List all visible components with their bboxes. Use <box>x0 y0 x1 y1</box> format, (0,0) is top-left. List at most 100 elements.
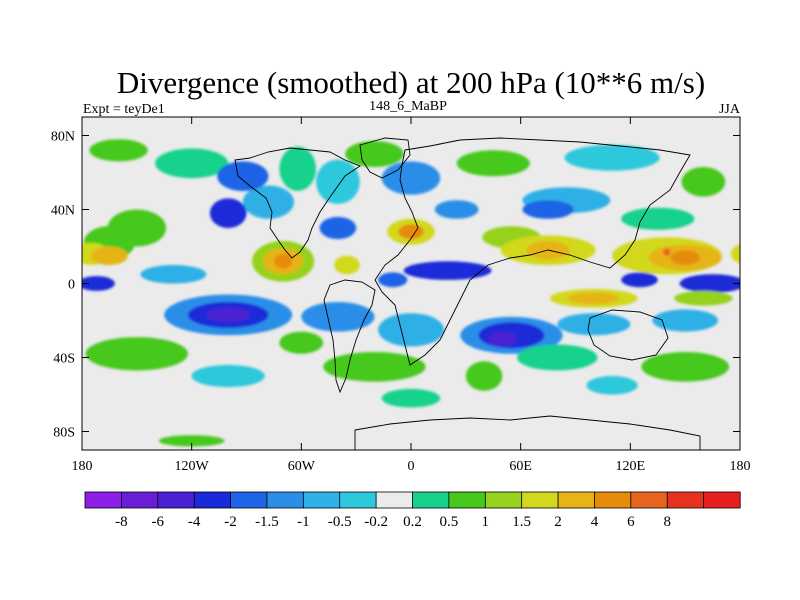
divergence-region <box>85 337 188 371</box>
divergence-region <box>378 313 444 347</box>
divergence-region <box>345 141 404 167</box>
divergence-region <box>91 246 128 266</box>
colorbar-swatch <box>84 491 122 509</box>
subtitle-left: Expt = teyDe1 <box>83 102 165 117</box>
divergence-region <box>217 161 269 191</box>
divergence-region <box>334 255 360 275</box>
colorbar-label: 4 <box>591 514 599 530</box>
coastline-antarctica <box>354 415 701 450</box>
colorbar-swatch <box>484 491 523 509</box>
divergence-region <box>487 331 517 347</box>
divergence-region <box>279 146 317 191</box>
divergence-region <box>465 361 503 391</box>
colorbar-label: 1 <box>482 514 490 530</box>
colorbar-swatch <box>630 491 668 509</box>
divergence-region <box>663 248 671 256</box>
divergence-region <box>674 290 733 306</box>
x-tick-label: 120W <box>175 459 210 474</box>
divergence-region <box>522 200 574 219</box>
divergence-region <box>403 261 492 280</box>
colorbar: -8 -6 -4 -2 -1.5 -1 -0.5 -0.2 0.2 0.5 1 1.5 2 4 6 8 <box>84 491 741 530</box>
x-tick-label: 120E <box>616 459 646 474</box>
subtitle-right: JJA <box>719 102 741 117</box>
divergence-region <box>323 352 426 382</box>
divergence-region <box>621 272 658 288</box>
colorbar-swatch <box>594 491 632 509</box>
divergence-field <box>82 139 740 447</box>
divergence-region <box>641 352 730 382</box>
colorbar-swatch <box>557 491 596 509</box>
colorbar-swatch <box>157 491 195 509</box>
divergence-region <box>568 292 620 304</box>
colorbar-label: 2 <box>554 514 562 530</box>
divergence-region <box>652 309 719 332</box>
colorbar-swatch <box>412 491 450 509</box>
coastline-north-america <box>234 147 361 259</box>
colorbar-swatch <box>521 491 559 509</box>
colorbar-swatch <box>230 491 268 509</box>
divergence-region <box>586 376 638 395</box>
chart-title: Divergence (smoothed) at 200 hPa (10**6 … <box>117 65 705 100</box>
colorbar-swatch <box>302 491 341 509</box>
divergence-region <box>681 167 726 197</box>
divergence-region <box>82 276 115 291</box>
divergence-region <box>89 139 148 162</box>
colorbar-label: 0.5 <box>440 514 459 530</box>
colorbar-label: -2 <box>224 514 237 530</box>
divergence-region <box>381 388 441 408</box>
divergence-region <box>158 435 225 447</box>
divergence-region <box>517 344 598 371</box>
colorbar-label: 8 <box>663 514 671 530</box>
divergence-region <box>274 253 293 269</box>
divergence-region <box>82 278 88 289</box>
divergence-region <box>209 198 247 228</box>
divergence-region <box>242 185 294 219</box>
divergence-region <box>557 313 631 336</box>
x-tick-label: 60E <box>509 459 532 474</box>
divergence-region <box>140 265 207 284</box>
divergence-region <box>730 244 740 264</box>
axis-ticks: 180 120W 60W 0 60E 120E 180 80N 40N 0 40S 80S <box>51 117 751 474</box>
divergence-region <box>621 207 695 230</box>
colorbar-label: -0.2 <box>364 514 388 530</box>
divergence-region <box>206 307 251 323</box>
colorbar-label: -0.5 <box>328 514 352 530</box>
coastline-greenland <box>359 137 411 179</box>
colorbar-swatch <box>266 491 304 509</box>
divergence-region <box>301 302 375 332</box>
colorbar-swatch <box>120 491 159 509</box>
subtitle-center: 148_6_MaBP <box>369 99 447 114</box>
divergence-region <box>736 279 740 288</box>
y-tick-label: 80N <box>51 130 75 145</box>
divergence-region <box>316 159 360 204</box>
colorbar-swatch <box>666 491 705 509</box>
divergence-region <box>378 272 408 288</box>
coastline-south-america <box>323 279 376 394</box>
x-tick-label: 0 <box>408 459 415 474</box>
x-tick-label: 180 <box>730 459 751 474</box>
x-tick-label: 180 <box>72 459 93 474</box>
colorbar-swatch <box>339 491 377 509</box>
colorbar-label: -4 <box>188 514 201 530</box>
colorbar-label: -1.5 <box>255 514 279 530</box>
coastline-eurasia-africa <box>374 137 691 366</box>
colorbar-swatch <box>193 491 232 509</box>
coastline-australia <box>587 309 669 361</box>
x-tick-label: 60W <box>288 459 316 474</box>
colorbar-swatch <box>375 491 414 509</box>
divergence-region <box>381 161 441 195</box>
divergence-region <box>434 200 479 219</box>
divergence-region <box>679 274 740 293</box>
colorbar-label: 0.2 <box>403 514 422 530</box>
divergence-region <box>191 364 265 388</box>
colorbar-label: -6 <box>152 514 165 530</box>
y-tick-label: 80S <box>53 426 75 441</box>
divergence-region <box>398 224 424 240</box>
divergence-region <box>279 331 324 354</box>
divergence-region <box>319 216 357 240</box>
colorbar-label: -1 <box>297 514 310 530</box>
colorbar-swatch <box>703 491 741 509</box>
y-tick-label: 40N <box>51 204 75 219</box>
y-tick-label: 0 <box>68 278 75 293</box>
